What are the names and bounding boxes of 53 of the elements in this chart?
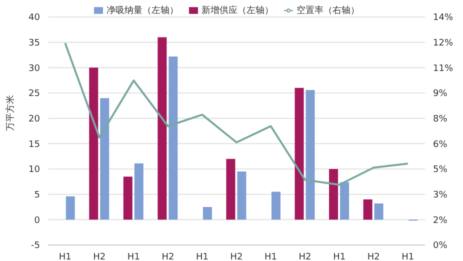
x-tick-label: H2 — [367, 252, 380, 261]
y-tick-label: 35 — [28, 38, 40, 49]
x-tick-label: H2 — [298, 252, 312, 261]
y-tick-label: 10 — [28, 165, 40, 176]
y2-tick-label: 5% — [433, 165, 448, 176]
legend-label: 新增供应（左轴） — [202, 6, 274, 16]
y2-tick-label: 11% — [433, 64, 454, 74]
y-tick-label: 15 — [28, 140, 40, 150]
line-series — [64, 42, 409, 186]
y-tick-label: -5 — [31, 241, 40, 252]
y2-tick-label: 3% — [433, 190, 448, 201]
x-tick-label: H1 — [333, 252, 346, 261]
y2-tick-label: 2% — [433, 216, 448, 226]
y2-tick-label: 12% — [433, 38, 454, 49]
bar — [294, 88, 304, 220]
y-axis-title: 万平方米 — [5, 95, 16, 131]
bar — [134, 163, 144, 220]
bar — [340, 182, 350, 220]
x-tick-label: H1 — [402, 252, 414, 261]
bar — [158, 37, 167, 220]
x-tick-label: H1 — [58, 252, 72, 261]
bar — [363, 199, 372, 220]
bar — [89, 68, 98, 220]
y-tick-label: 20 — [28, 114, 40, 125]
y2-tick-label: 8% — [433, 114, 448, 124]
y2-tick-label: 9% — [433, 89, 448, 100]
bar — [168, 56, 178, 220]
x-tick-label: H1 — [196, 252, 208, 261]
y-tick-label: 30 — [28, 64, 40, 74]
x-tick-label: H1 — [264, 252, 278, 261]
bar — [374, 203, 384, 220]
bar — [202, 207, 212, 220]
bar — [237, 172, 246, 220]
y-tick-label: 5 — [34, 190, 40, 201]
x-tick-label: H2 — [162, 252, 174, 261]
y2-tick-label: 14% — [433, 13, 454, 24]
y-tick-label: 0 — [34, 216, 40, 226]
y2-tick-label: 6% — [433, 140, 448, 150]
y-tick-label: 40 — [28, 13, 40, 24]
legend-label: 净吸纳量（左轴） — [106, 6, 178, 16]
bar — [306, 90, 315, 220]
bar — [329, 169, 338, 220]
bar — [271, 192, 280, 220]
bar — [66, 196, 75, 220]
x-tick-label: H2 — [230, 252, 243, 261]
bar — [226, 158, 236, 220]
legend-label: 空置率（右轴） — [296, 6, 360, 16]
x-tick-label: H2 — [93, 252, 106, 261]
y2-tick-label: 0% — [433, 241, 448, 252]
bar — [100, 98, 110, 220]
y-tick-label: 25 — [28, 89, 40, 100]
bar — [123, 176, 132, 220]
x-tick-label: H1 — [127, 252, 140, 261]
